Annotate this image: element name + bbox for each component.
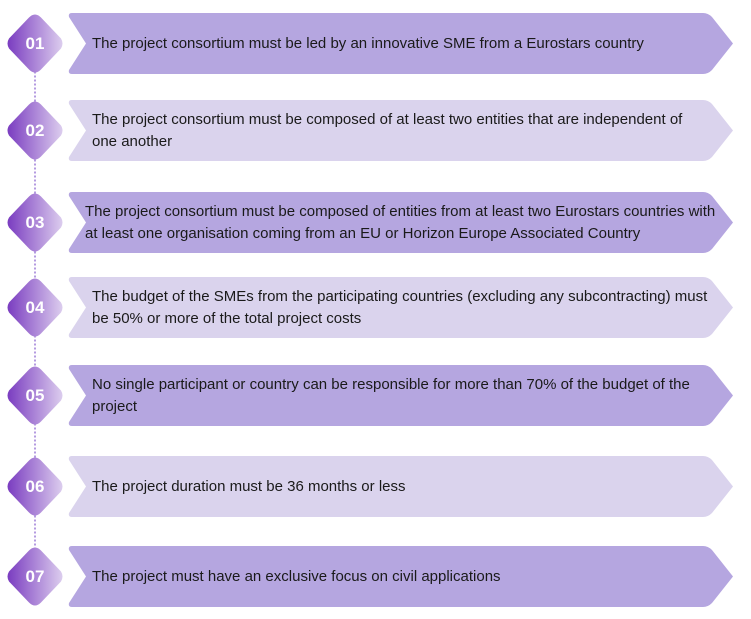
step-04: 04 The budget of the SMEs from the partic… [0,277,751,338]
step-banner [68,100,734,161]
step-text: The project duration must be 36 months o… [92,477,406,495]
step-banner [68,192,734,253]
step-number: 03 [25,212,45,232]
step-banner [68,546,734,607]
step-diamond [7,366,63,425]
step-number: 04 [25,297,45,317]
step-07: 07 The project must have an exclusive foc… [0,546,751,607]
step-text: The project must have an exclusive focus… [92,567,501,585]
step-diamond [7,193,63,252]
step-text: The budget of the SMEs from the particip… [92,287,708,327]
step-02: 02 The project consortium must be compose… [0,100,751,161]
step-number: 01 [25,33,45,53]
step-text: The project consortium must be composed … [85,202,716,242]
step-number: 06 [25,476,45,496]
step-text: The project consortium must be led by an… [92,34,644,52]
step-banner [68,13,734,74]
step-banner [68,365,734,426]
step-06: 06 The project duration must be 36 months… [0,456,751,517]
step-banner [68,456,734,517]
step-number: 02 [25,120,45,140]
step-text: The project consortium must be composed … [92,110,683,150]
step-05: 05 No single participant or country can b… [0,365,751,426]
step-01: 01 The project consortium must be led by … [0,13,751,74]
step-diamond [7,14,63,73]
step-diamond [7,101,63,160]
step-banner [68,277,734,338]
step-text: No single participant or country can be … [92,375,690,415]
step-03: 03 The project consortium must be compose… [0,192,751,253]
step-number: 05 [25,385,45,405]
step-diamond [7,547,63,606]
step-diamond [7,278,63,337]
step-number: 07 [25,566,45,586]
step-diamond [7,457,63,516]
